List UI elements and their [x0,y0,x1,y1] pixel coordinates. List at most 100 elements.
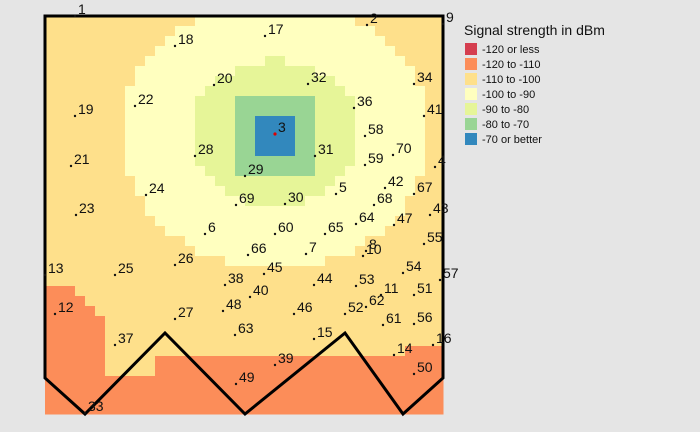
heat-cell [435,326,444,337]
heat-cell [95,386,106,397]
heat-cell [405,136,416,147]
heat-cell [65,366,76,377]
heat-cell [155,246,166,257]
heat-cell [265,256,276,267]
heat-cell [435,116,444,127]
heat-cell [305,266,316,277]
measurement-point: 70 [391,140,412,157]
point-marker [379,293,383,297]
heat-cell [135,356,146,367]
heat-cell [395,56,406,67]
heat-cell [405,16,416,27]
heat-cell [225,166,236,177]
heat-cell [305,96,316,107]
heat-cell [255,386,266,397]
heat-cell [415,166,426,177]
heat-cell [425,66,436,77]
heat-cell [145,376,156,387]
heat-cell [205,206,216,217]
floor-boundary [43,14,445,417]
heat-cell [115,236,126,247]
heat-cell [85,196,96,207]
heat-cell [105,316,116,327]
heat-cell [155,196,166,207]
heat-cell [345,236,356,247]
heat-cell [185,126,196,137]
heat-cell [415,256,426,267]
heat-cell [425,286,436,297]
heat-cell [55,246,66,257]
heat-cell [145,166,156,177]
heat-cell [185,196,196,207]
point-label: 31 [318,141,334,157]
heat-cell [165,96,176,107]
heat-cell [275,376,286,387]
heat-cell [55,306,66,317]
heat-cell [345,76,356,87]
heat-cell [265,386,276,397]
heat-cell [135,116,146,127]
heat-cell [385,176,396,187]
heat-cell [295,156,306,167]
heat-cell [275,316,286,327]
heat-cell [75,76,86,87]
point-label: 61 [386,310,402,326]
heat-cell [55,276,66,287]
heat-cell [315,316,326,327]
heat-cell [65,326,76,337]
heat-cell [425,346,436,357]
heat-cell [85,126,96,137]
point-marker [438,278,442,282]
heat-cell [325,26,336,37]
heat-cell [365,96,376,107]
heat-cell [95,106,106,117]
heat-cell [235,396,246,407]
point-marker [352,106,356,110]
heat-cell [335,336,346,347]
heat-cell [195,36,206,47]
heat-cell [315,236,326,247]
heat-cell [95,216,106,227]
heat-cell [125,326,136,337]
heat-cell [205,336,216,347]
heat-cell [85,116,96,127]
heat-cell [435,176,444,187]
heat-cell [175,266,186,277]
heat-cell [405,116,416,127]
heat-cell [255,286,266,297]
heat-cell [145,86,156,97]
heat-cell [145,246,156,257]
heat-cell [95,326,106,337]
heat-cell [55,376,66,387]
heat-cell [115,46,126,57]
heat-cell [195,316,206,327]
heat-cell [235,226,246,237]
heat-cell [205,176,216,187]
heat-cell [125,26,136,37]
legend-swatch [465,103,477,115]
heat-cell [435,396,444,407]
heat-cell [335,116,346,127]
heat-cell [195,66,206,77]
heat-cell [425,336,436,347]
heat-cell [225,286,236,297]
heat-cell [45,396,56,407]
heat-cell [375,86,386,97]
heat-cell [175,186,186,197]
heat-cell [395,276,406,287]
heat-cell [185,186,196,197]
heat-cell [55,256,66,267]
heat-cell [115,146,126,157]
heat-cell [235,76,246,87]
measurement-point: 44 [312,270,333,287]
point-label: 6 [208,219,216,235]
heat-cell [195,286,206,297]
heat-cell [85,266,96,277]
point-label: 3 [278,119,286,135]
heat-cell [395,246,406,257]
heat-cell [265,206,276,217]
heat-cell [115,76,126,87]
heat-cell [245,186,256,197]
heat-cell [115,316,126,327]
heat-cell [215,226,226,237]
